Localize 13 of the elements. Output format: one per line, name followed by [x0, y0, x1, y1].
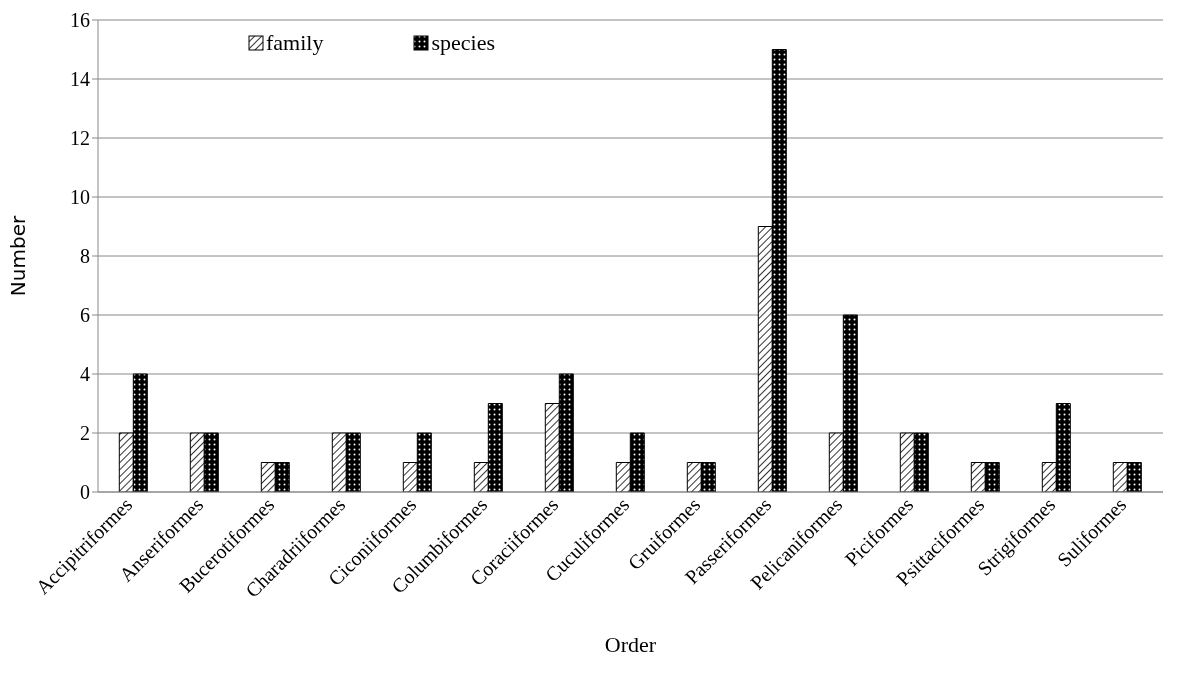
y-tick-label: 8: [80, 245, 90, 268]
y-tick-label: 14: [70, 68, 90, 91]
y-axis-title: Number: [6, 215, 31, 297]
y-tick-label: 6: [80, 304, 90, 327]
x-axis-title: Order: [604, 632, 657, 657]
y-tick-label: 16: [70, 9, 90, 32]
legend-label: family: [266, 30, 324, 56]
y-tick-label: 12: [70, 127, 90, 150]
y-tick-label: 0: [80, 481, 90, 504]
legend-label: species: [431, 30, 495, 56]
y-tick-label: 10: [70, 186, 90, 209]
y-tick-label: 4: [80, 363, 90, 386]
y-tick-label: 2: [80, 422, 90, 445]
